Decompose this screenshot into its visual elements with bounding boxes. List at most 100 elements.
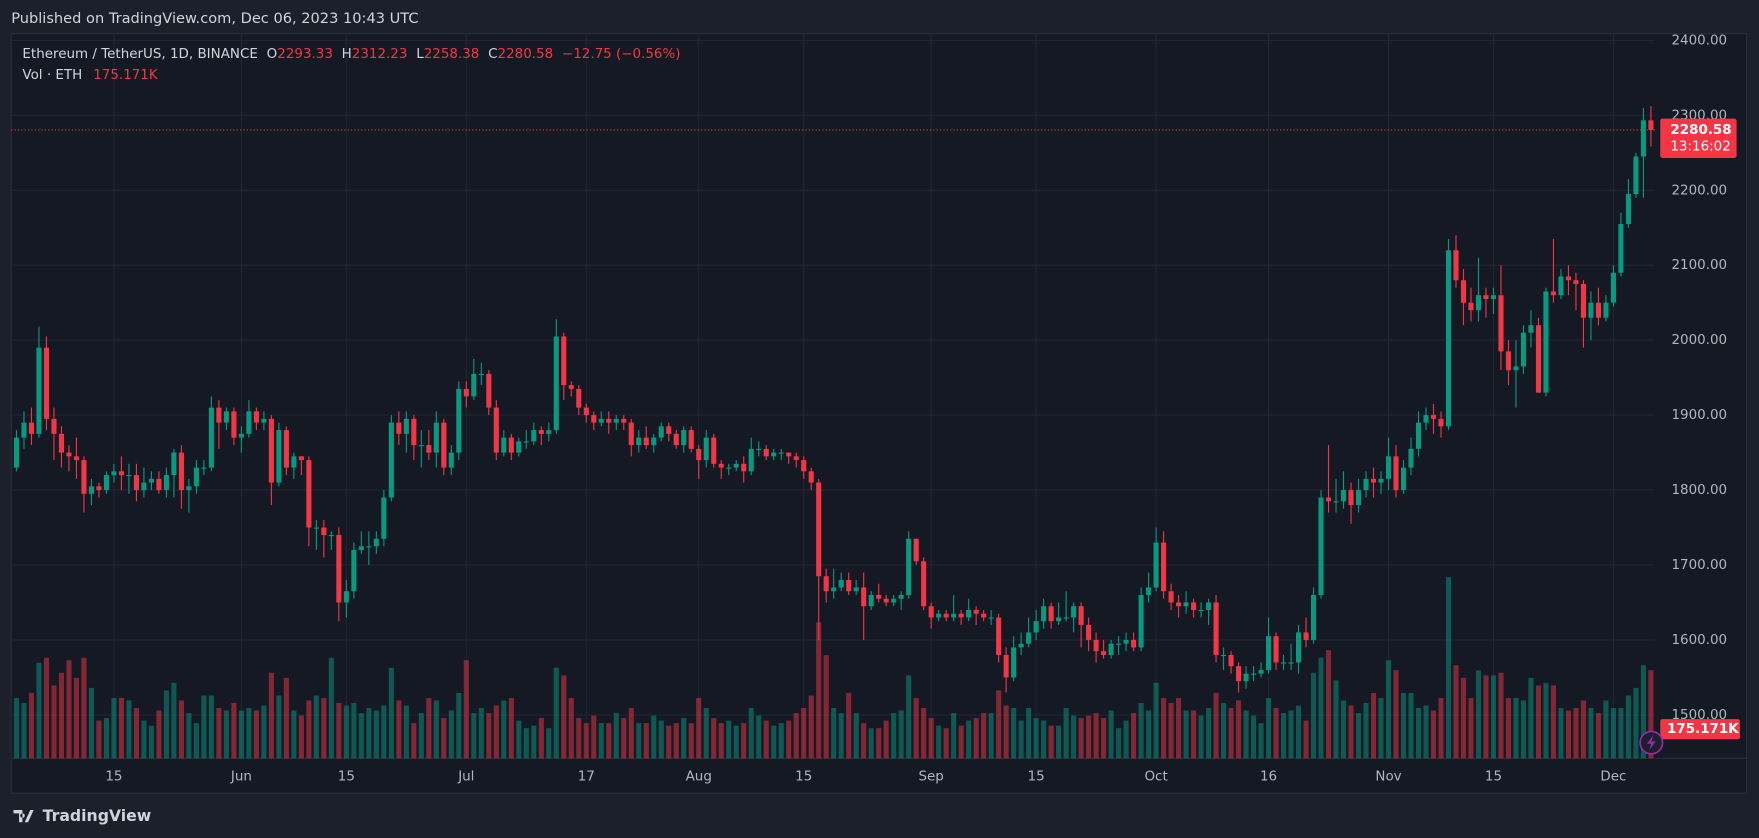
candle-body	[43, 347, 50, 419]
volume-bar	[718, 723, 724, 759]
candle-body	[208, 407, 214, 468]
ohlc-value: 2258.38	[424, 47, 480, 62]
candle-body	[561, 336, 567, 386]
candle-body	[906, 538, 912, 595]
candle-body	[426, 445, 432, 453]
volume-bar	[411, 723, 417, 759]
candle-body	[28, 422, 35, 434]
candle-body	[913, 538, 919, 562]
candle-body	[1528, 325, 1534, 333]
volume-bar	[1078, 718, 1084, 759]
candle-body	[1565, 276, 1571, 281]
candle-body	[981, 613, 987, 618]
volume-bar	[666, 725, 672, 759]
volume-bar	[51, 685, 57, 759]
volume-bar	[696, 697, 702, 759]
volume-bar	[1123, 720, 1129, 759]
candle-body	[291, 456, 297, 468]
candle-body	[1011, 647, 1017, 678]
candle-body	[51, 418, 57, 434]
candle-body	[1400, 467, 1407, 491]
volume-bar	[876, 728, 882, 759]
candle-body	[861, 587, 867, 607]
volume-bar	[853, 713, 859, 759]
candle-body	[1078, 606, 1084, 625]
volume-bar	[681, 718, 687, 759]
volume-bar	[1213, 692, 1219, 759]
volume-bar	[561, 675, 567, 759]
candle-body	[1355, 490, 1362, 506]
volume-bar	[1400, 692, 1407, 759]
candle-body	[1288, 662, 1294, 664]
volume-bar	[1026, 708, 1032, 759]
volume-bar	[861, 723, 867, 759]
ohlc-label: C	[488, 47, 497, 62]
candle-body	[883, 598, 889, 603]
candle-body	[748, 448, 754, 472]
volume-bar	[1633, 687, 1639, 759]
candle-body	[508, 437, 514, 453]
volume-bar	[291, 710, 297, 759]
x-tick-label: Nov	[1375, 769, 1401, 784]
candle-body	[103, 475, 109, 491]
candle-body	[463, 388, 469, 397]
candle-body	[418, 445, 424, 447]
volume-bar	[186, 713, 192, 759]
candle-body	[1206, 602, 1212, 610]
candle-body	[1423, 415, 1429, 423]
candle-body	[711, 437, 717, 464]
candle-body	[936, 613, 942, 618]
candle-body	[598, 418, 604, 423]
y-tick-label: 2100.00	[1671, 258, 1727, 273]
candle-body	[523, 441, 529, 443]
candle-body	[163, 475, 169, 491]
candle-body	[493, 407, 499, 453]
candle-body	[1393, 456, 1399, 491]
candle-body	[261, 418, 267, 423]
volume-bar	[1370, 692, 1377, 759]
volume-bar	[1288, 710, 1294, 759]
volume-bar	[111, 697, 117, 759]
volume-bar	[1108, 710, 1114, 759]
brand[interactable]: TradingView	[43, 806, 152, 825]
volume-bar	[313, 695, 319, 759]
candle-body	[276, 430, 282, 483]
price-label-box	[1660, 118, 1737, 158]
volume-bar	[1243, 710, 1249, 759]
x-tick-label: Aug	[686, 769, 712, 784]
candle-body	[553, 336, 559, 431]
volume-bar	[298, 715, 304, 759]
x-tick-label: 17	[578, 769, 595, 784]
volume-bar	[756, 715, 762, 759]
candle-body	[373, 538, 379, 547]
candle-body	[546, 430, 552, 434]
volume-bar	[351, 702, 357, 759]
candle-body	[786, 452, 792, 457]
volume-bar	[523, 728, 529, 759]
candle-body	[1071, 606, 1077, 618]
candle-body	[771, 452, 777, 457]
candle-body	[1610, 272, 1616, 303]
candle-body	[1176, 602, 1182, 607]
volume-bar	[1310, 672, 1317, 759]
marks	[11, 106, 1655, 759]
volume-bar	[1003, 705, 1009, 759]
volume-bar	[1498, 672, 1504, 759]
candle-body	[703, 437, 709, 461]
candle-body	[1086, 624, 1092, 640]
volume-bar	[1535, 685, 1542, 759]
volume-bar	[808, 695, 814, 759]
volume-bar	[688, 723, 694, 759]
volume-bar	[1266, 697, 1272, 759]
candle-body	[336, 535, 342, 603]
x-tick-label: 15	[1485, 769, 1502, 784]
volume-bar	[373, 710, 379, 759]
candle-body	[943, 613, 949, 618]
candle-body	[1625, 194, 1631, 225]
candle-body	[726, 467, 732, 469]
volume-bar	[658, 720, 664, 759]
x-tick-label: 15	[795, 769, 812, 784]
symbol: Ethereum / TetherUS, 1D, BINANCE	[22, 47, 257, 62]
candle-body	[853, 587, 859, 592]
